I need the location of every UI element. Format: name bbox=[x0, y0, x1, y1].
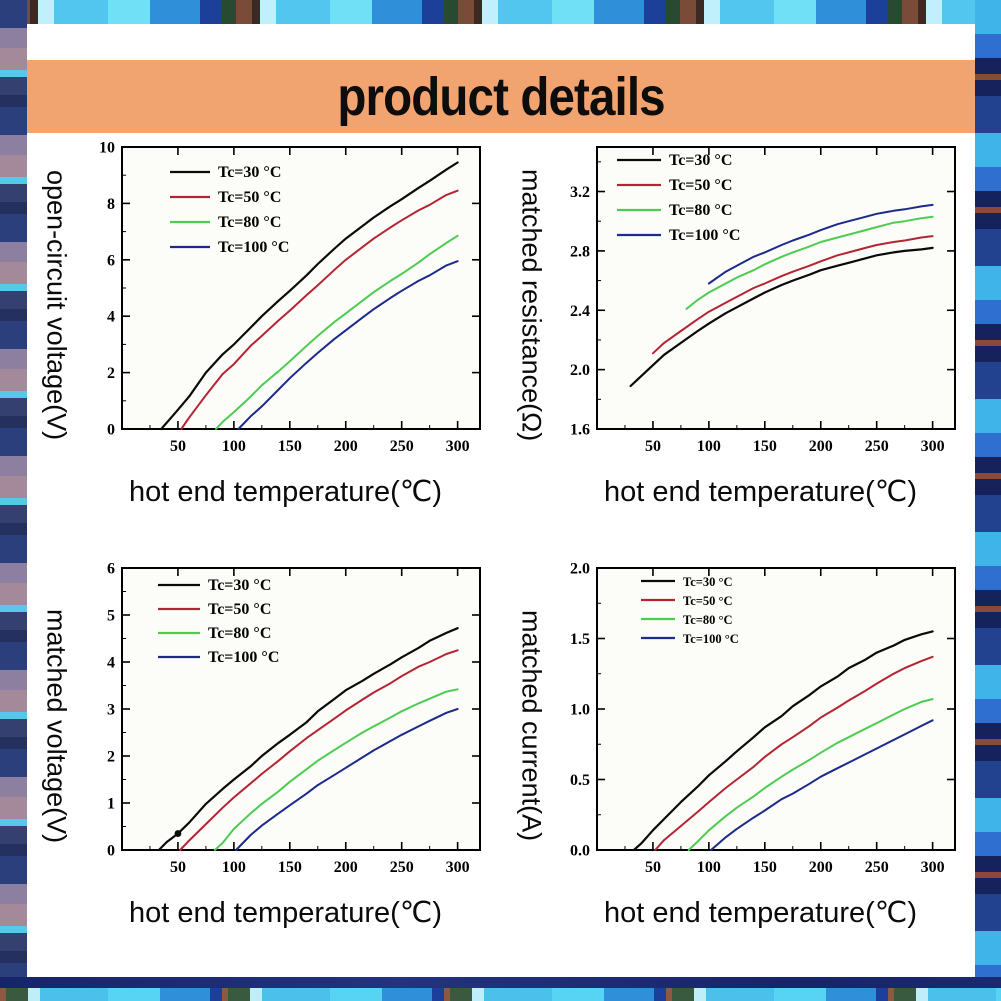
svg-text:Tc=80 °C: Tc=80 °C bbox=[208, 625, 271, 642]
svg-text:2.8: 2.8 bbox=[570, 243, 590, 260]
svg-text:Tc=50 °C: Tc=50 °C bbox=[683, 594, 733, 608]
svg-text:5: 5 bbox=[107, 607, 115, 624]
y-axis-title: matched resistance(Ω) bbox=[516, 169, 547, 442]
svg-text:10: 10 bbox=[99, 140, 115, 157]
x-axis-title: hot end temperature(℃) bbox=[128, 476, 443, 508]
decorative-border-right bbox=[975, 0, 1001, 1001]
chart-canvas-matched-resistance: 50 100 150 200 250 300 1.6 2.0 2.4 2.8 3.2 Tc=30 °C… bbox=[570, 146, 956, 455]
x-axis-title: hot end temperature(℃) bbox=[128, 896, 443, 929]
svg-text:Tc=30 °C: Tc=30 °C bbox=[218, 164, 281, 181]
svg-text:200: 200 bbox=[809, 859, 833, 876]
svg-text:Tc=80 °C: Tc=80 °C bbox=[669, 202, 732, 219]
svg-text:Tc=100 °C: Tc=100 °C bbox=[669, 227, 740, 244]
decorative-border-bottom-tiles bbox=[0, 988, 1001, 1001]
svg-text:1.5: 1.5 bbox=[570, 631, 590, 648]
decorative-border-top bbox=[0, 0, 1001, 24]
svg-text:0: 0 bbox=[107, 422, 115, 439]
svg-text:Tc=30 °C: Tc=30 °C bbox=[208, 577, 271, 594]
svg-text:200: 200 bbox=[334, 859, 358, 876]
svg-text:1.0: 1.0 bbox=[570, 701, 590, 718]
svg-text:1.6: 1.6 bbox=[570, 422, 590, 439]
svg-text:2.0: 2.0 bbox=[570, 560, 590, 577]
svg-text:50: 50 bbox=[170, 859, 186, 876]
banner-title: product details bbox=[337, 66, 665, 127]
svg-text:300: 300 bbox=[446, 859, 470, 876]
svg-text:150: 150 bbox=[278, 859, 302, 876]
svg-text:250: 250 bbox=[865, 438, 889, 455]
y-axis-title: matched voltage(V) bbox=[41, 608, 72, 844]
x-axis-title: hot end temperature(℃) bbox=[603, 896, 918, 929]
svg-text:8: 8 bbox=[107, 196, 115, 213]
svg-text:2.0: 2.0 bbox=[570, 362, 590, 379]
svg-text:6: 6 bbox=[107, 252, 115, 269]
content-panel: product details open-circuit voltage(V) … bbox=[27, 24, 975, 977]
chart-open-circuit-voltage: open-circuit voltage(V) 50 100 150 200 250 30… bbox=[29, 138, 498, 551]
chart-canvas-matched-current: 50 100 150 200 250 300 0.0 0.5 1.0 1.5 2.0 Tc=30 °C… bbox=[570, 560, 956, 876]
chart-matched-resistance: matched resistance(Ω) 50 100 150 200 250 300 1… bbox=[504, 138, 973, 551]
svg-text:250: 250 bbox=[390, 438, 414, 455]
svg-text:4: 4 bbox=[107, 309, 115, 326]
svg-text:1: 1 bbox=[107, 795, 115, 812]
svg-text:Tc=100 °C: Tc=100 °C bbox=[218, 239, 289, 256]
svg-text:3.2: 3.2 bbox=[570, 184, 590, 201]
x-axis-title: hot end temperature(℃) bbox=[603, 476, 918, 508]
chart-matched-current: matched current(A) 50 100 150 200 250 300 0.0 0… bbox=[504, 559, 973, 972]
svg-text:50: 50 bbox=[170, 438, 186, 455]
svg-text:250: 250 bbox=[390, 859, 414, 876]
svg-text:Tc=80 °C: Tc=80 °C bbox=[683, 613, 733, 627]
y-axis-title: open-circuit voltage(V) bbox=[41, 170, 72, 441]
svg-text:3: 3 bbox=[107, 701, 115, 718]
svg-text:100: 100 bbox=[222, 438, 246, 455]
svg-text:150: 150 bbox=[753, 438, 777, 455]
svg-text:50: 50 bbox=[645, 859, 661, 876]
svg-text:150: 150 bbox=[278, 438, 302, 455]
svg-text:150: 150 bbox=[753, 859, 777, 876]
svg-text:0: 0 bbox=[107, 842, 115, 859]
svg-text:2.4: 2.4 bbox=[570, 303, 590, 320]
svg-text:Tc=50 °C: Tc=50 °C bbox=[669, 177, 732, 194]
svg-text:Tc=50 °C: Tc=50 °C bbox=[208, 601, 271, 618]
svg-text:4: 4 bbox=[107, 654, 115, 671]
svg-text:Tc=50 °C: Tc=50 °C bbox=[218, 189, 281, 206]
svg-text:Tc=80 °C: Tc=80 °C bbox=[218, 214, 281, 231]
svg-text:2: 2 bbox=[107, 748, 115, 765]
decorative-border-left bbox=[0, 0, 27, 1001]
charts-grid: open-circuit voltage(V) 50 100 150 200 250 30… bbox=[29, 138, 973, 971]
banner: product details bbox=[27, 60, 975, 133]
chart-canvas-open-circuit-voltage: 50 100 150 200 250 300 0 2 4 6 8 10 Tc=30 °C Tc=50 °C… bbox=[99, 140, 481, 455]
svg-text:Tc=100 °C: Tc=100 °C bbox=[208, 649, 279, 666]
svg-text:0.0: 0.0 bbox=[570, 842, 590, 859]
svg-text:50: 50 bbox=[645, 438, 661, 455]
svg-text:0.5: 0.5 bbox=[570, 772, 590, 789]
svg-text:Tc=100 °C: Tc=100 °C bbox=[683, 632, 739, 646]
svg-text:200: 200 bbox=[809, 438, 833, 455]
svg-text:300: 300 bbox=[921, 438, 945, 455]
svg-text:2: 2 bbox=[107, 365, 115, 382]
chart-canvas-matched-voltage: 50 100 150 200 250 300 0 1 2 3 4 5 6 Tc=30 °C Tc=50 °C… bbox=[107, 560, 481, 876]
svg-text:100: 100 bbox=[697, 859, 721, 876]
svg-text:300: 300 bbox=[446, 438, 470, 455]
chart-matched-voltage: matched voltage(V) 50 100 150 200 250 300 0 1 2 3… bbox=[29, 559, 498, 972]
svg-text:6: 6 bbox=[107, 560, 115, 577]
y-axis-title: matched current(A) bbox=[516, 610, 547, 842]
svg-text:Tc=30 °C: Tc=30 °C bbox=[669, 152, 732, 169]
svg-text:100: 100 bbox=[697, 438, 721, 455]
svg-text:300: 300 bbox=[921, 859, 945, 876]
svg-text:200: 200 bbox=[334, 438, 358, 455]
svg-text:100: 100 bbox=[222, 859, 246, 876]
decorative-border-bottom-band bbox=[0, 977, 1001, 988]
svg-text:Tc=30 °C: Tc=30 °C bbox=[683, 575, 733, 589]
decorative-border-bottom bbox=[0, 977, 1001, 1001]
svg-text:250: 250 bbox=[865, 859, 889, 876]
